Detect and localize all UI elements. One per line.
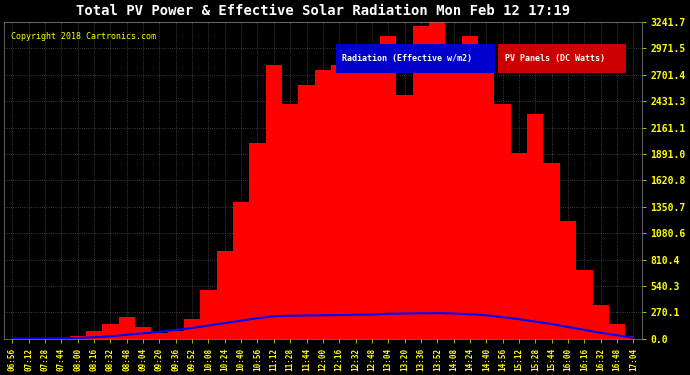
Text: Copyright 2018 Cartronics.com: Copyright 2018 Cartronics.com (10, 32, 155, 40)
Text: Radiation (Effective w/m2): Radiation (Effective w/m2) (342, 54, 472, 63)
Title: Total PV Power & Effective Solar Radiation Mon Feb 12 17:19: Total PV Power & Effective Solar Radiati… (76, 4, 570, 18)
Text: PV Panels (DC Watts): PV Panels (DC Watts) (504, 54, 604, 63)
FancyBboxPatch shape (498, 44, 626, 73)
FancyBboxPatch shape (335, 44, 495, 73)
